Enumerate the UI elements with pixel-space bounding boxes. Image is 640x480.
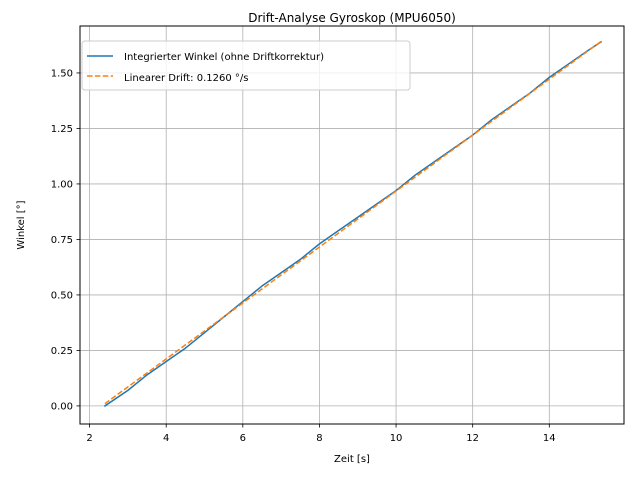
legend-box	[81, 40, 411, 91]
legend-label-drift: Linearer Drift: 0.1260 °/s	[124, 73, 248, 84]
x-tick-label: 6	[240, 433, 246, 444]
plot-frame	[79, 25, 625, 425]
y-tick-label: 1.25	[51, 124, 73, 135]
y-tick-label: 0.00	[51, 401, 73, 412]
legend-label-angle: Integrierter Winkel (ohne Driftkorrektur…	[124, 52, 324, 63]
y-tick-label: 0.25	[51, 346, 73, 357]
x-tick-label: 4	[163, 433, 169, 444]
x-axis: 2 4 6 8 10 12 14	[86, 424, 556, 444]
x-tick-label: 12	[466, 433, 479, 444]
x-tick-label: 2	[86, 433, 92, 444]
y-tick-label: 1.00	[51, 179, 73, 190]
x-axis-label: Zeit [s]	[334, 454, 370, 465]
y-tick-label: 0.50	[51, 290, 73, 301]
y-axis: 0.00 0.25 0.50 0.75 1.00 1.25 1.50	[51, 68, 80, 412]
x-tick-label: 14	[543, 433, 556, 444]
x-tick-label: 10	[390, 433, 403, 444]
y-tick-label: 1.50	[51, 68, 73, 79]
legend: Integrierter Winkel (ohne Driftkorrektur…	[81, 40, 411, 91]
series-layer	[103, 40, 603, 407]
x-tick-label: 8	[316, 433, 322, 444]
chart-title: Drift-Analyse Gyroskop (MPU6050)	[248, 11, 456, 25]
y-tick-label: 0.75	[51, 235, 73, 246]
y-axis-label: Winkel [°]	[16, 200, 27, 249]
